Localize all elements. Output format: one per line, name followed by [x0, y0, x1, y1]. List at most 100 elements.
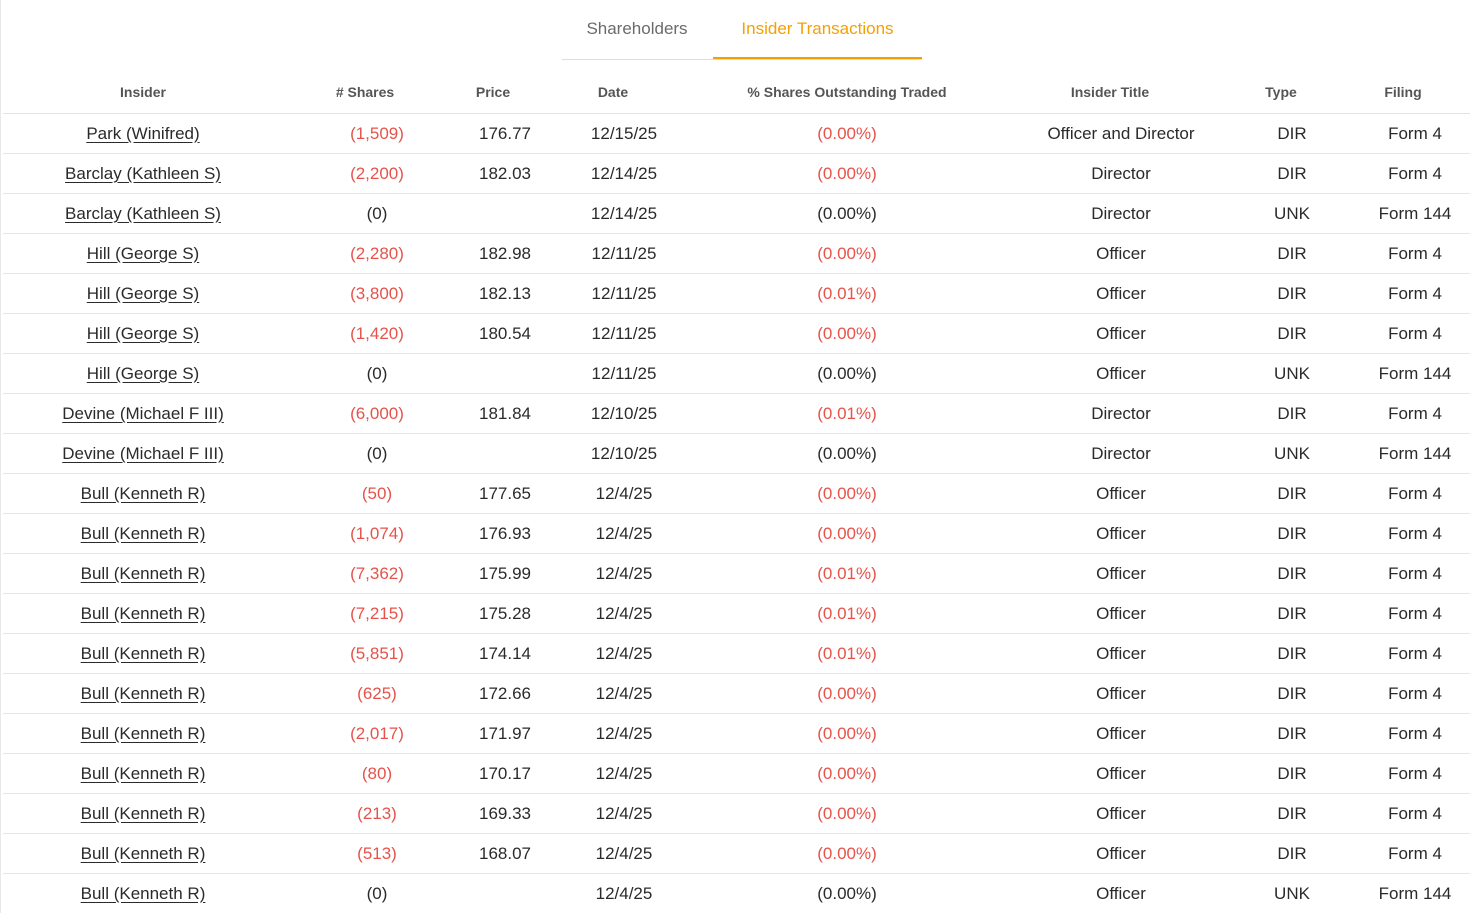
price-cell: 175.99	[479, 564, 531, 583]
header-price[interactable]: Price	[475, 84, 511, 100]
insider-name-link[interactable]: Devine (Michael F III)	[62, 444, 224, 463]
table-row: Barclay (Kathleen S) (0) 12/14/25 (0.00%) Di…	[3, 194, 1470, 234]
type-cell: DIR	[1277, 284, 1307, 303]
pct-outstanding-cell: (0.00%)	[817, 524, 877, 543]
type-cell: DIR	[1277, 244, 1307, 263]
filing-cell: Form 4	[1388, 524, 1442, 543]
insider-name-cell: Bull (Kenneth R)	[3, 834, 283, 873]
pct-outstanding-cell: (0.00%)	[817, 204, 877, 223]
tab-shareholders[interactable]: Shareholders	[586, 19, 688, 38]
shares-cell: (3,800)	[350, 284, 404, 303]
type-cell: DIR	[1277, 324, 1307, 343]
insider-name-link[interactable]: Bull (Kenneth R)	[80, 724, 206, 743]
insider-title-cell: Officer	[1096, 644, 1146, 663]
insider-name-link[interactable]: Bull (Kenneth R)	[80, 684, 206, 703]
price-cell: 175.28	[479, 604, 531, 623]
insider-title-cell: Officer	[1096, 324, 1146, 343]
table-row: Barclay (Kathleen S) (2,200) 182.03 12/14/2…	[3, 154, 1470, 194]
insider-name-link[interactable]: Bull (Kenneth R)	[80, 524, 206, 543]
price-cell: 176.77	[479, 124, 531, 143]
shares-cell: (6,000)	[350, 404, 404, 423]
insider-name-link[interactable]: Devine (Michael F III)	[62, 404, 224, 423]
header-type[interactable]: Type	[1265, 84, 1297, 100]
table-row: Devine (Michael F III) (0) 12/10/25 (0.00%)…	[3, 434, 1470, 474]
insider-name-link[interactable]: Bull (Kenneth R)	[80, 644, 206, 663]
insider-name-cell: Bull (Kenneth R)	[3, 714, 283, 753]
insider-title-cell: Officer and Director	[1047, 124, 1195, 143]
insider-name-cell: Devine (Michael F III)	[3, 394, 283, 433]
insider-name-link[interactable]: Hill (George S)	[86, 364, 200, 383]
price-cell: 168.07	[479, 844, 531, 863]
filing-cell: Form 4	[1388, 764, 1442, 783]
insider-name-link[interactable]: Barclay (Kathleen S)	[65, 164, 221, 183]
price-cell: 176.93	[479, 524, 531, 543]
insider-title-cell: Officer	[1096, 564, 1146, 583]
pct-outstanding-cell: (0.01%)	[817, 284, 877, 303]
pct-outstanding-cell: (0.00%)	[817, 724, 877, 743]
type-cell: UNK	[1274, 204, 1310, 223]
pct-outstanding-cell: (0.00%)	[817, 764, 877, 783]
type-cell: DIR	[1277, 684, 1307, 703]
price-cell	[451, 874, 559, 913]
insider-name-cell: Bull (Kenneth R)	[3, 514, 283, 553]
date-cell: 12/4/25	[595, 884, 653, 903]
header-shares[interactable]: # Shares	[335, 84, 395, 100]
header-insider-title[interactable]: Insider Title	[1070, 84, 1150, 100]
header-insider[interactable]: Insider	[120, 84, 166, 100]
insider-name-link[interactable]: Hill (George S)	[86, 244, 200, 263]
tab-insider-transactions[interactable]: Insider Transactions	[713, 0, 922, 59]
insider-name-link[interactable]: Bull (Kenneth R)	[80, 884, 206, 903]
shares-cell: (0)	[366, 364, 388, 383]
insider-title-cell: Director	[1091, 204, 1151, 223]
insider-name-cell: Park (Winifred)	[3, 114, 283, 153]
filing-cell: Form 4	[1388, 164, 1442, 183]
insider-name-link[interactable]: Barclay (Kathleen S)	[65, 204, 221, 223]
insider-name-link[interactable]: Hill (George S)	[86, 324, 200, 343]
header-filing[interactable]: Filing	[1384, 84, 1422, 100]
shares-cell: (513)	[357, 844, 397, 863]
shares-cell: (80)	[361, 764, 393, 783]
date-cell: 12/4/25	[595, 724, 653, 743]
insider-name-link[interactable]: Bull (Kenneth R)	[80, 564, 206, 583]
table-row: Bull (Kenneth R) (0) 12/4/25 (0.00%) Officer…	[3, 874, 1470, 913]
price-cell: 181.84	[479, 404, 531, 423]
filing-cell: Form 144	[1378, 444, 1452, 463]
type-cell: UNK	[1274, 884, 1310, 903]
filing-cell: Form 144	[1378, 884, 1452, 903]
filing-cell: Form 144	[1378, 204, 1452, 223]
pct-outstanding-cell: (0.01%)	[817, 604, 877, 623]
insider-name-cell: Bull (Kenneth R)	[3, 474, 283, 513]
filing-cell: Form 4	[1388, 724, 1442, 743]
filing-cell: Form 4	[1388, 844, 1442, 863]
pct-outstanding-cell: (0.00%)	[817, 884, 877, 903]
insider-name-link[interactable]: Park (Winifred)	[86, 124, 200, 143]
insider-transactions-table: Insider # Shares Price Date % Shares Out…	[3, 72, 1470, 913]
date-cell: 12/10/25	[590, 404, 658, 423]
insider-name-link[interactable]: Bull (Kenneth R)	[80, 844, 206, 863]
date-cell: 12/10/25	[590, 444, 658, 463]
header-pct-outstanding[interactable]: % Shares Outstanding Traded	[747, 84, 947, 100]
filing-cell: Form 4	[1388, 124, 1442, 143]
shares-cell: (2,200)	[350, 164, 404, 183]
insider-name-link[interactable]: Hill (George S)	[86, 284, 200, 303]
table-row: Bull (Kenneth R) (2,017) 171.97 12/4/25 (0.0…	[3, 714, 1470, 754]
insider-name-cell: Bull (Kenneth R)	[3, 674, 283, 713]
type-cell: DIR	[1277, 844, 1307, 863]
table-row: Bull (Kenneth R) (7,362) 175.99 12/4/25 (0.0…	[3, 554, 1470, 594]
insider-title-cell: Officer	[1096, 844, 1146, 863]
insider-name-link[interactable]: Bull (Kenneth R)	[80, 764, 206, 783]
insider-name-link[interactable]: Bull (Kenneth R)	[80, 484, 206, 503]
date-cell: 12/14/25	[590, 164, 658, 183]
filing-cell: Form 4	[1388, 804, 1442, 823]
table-row: Bull (Kenneth R) (625) 172.66 12/4/25 (0.00%…	[3, 674, 1470, 714]
header-date[interactable]: Date	[597, 84, 629, 100]
price-cell: 177.65	[479, 484, 531, 503]
date-cell: 12/4/25	[595, 764, 653, 783]
shares-cell: (7,362)	[350, 564, 404, 583]
insider-name-link[interactable]: Bull (Kenneth R)	[80, 604, 206, 623]
tab-bar: Shareholders Insider Transactions	[562, 0, 922, 60]
date-cell: 12/11/25	[591, 244, 657, 263]
shares-cell: (0)	[366, 444, 388, 463]
shares-cell: (1,509)	[350, 124, 404, 143]
insider-name-link[interactable]: Bull (Kenneth R)	[80, 804, 206, 823]
